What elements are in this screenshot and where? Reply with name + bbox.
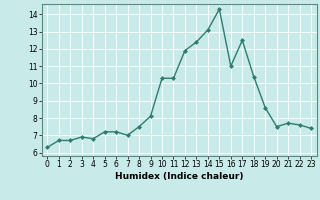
X-axis label: Humidex (Indice chaleur): Humidex (Indice chaleur): [115, 172, 244, 181]
